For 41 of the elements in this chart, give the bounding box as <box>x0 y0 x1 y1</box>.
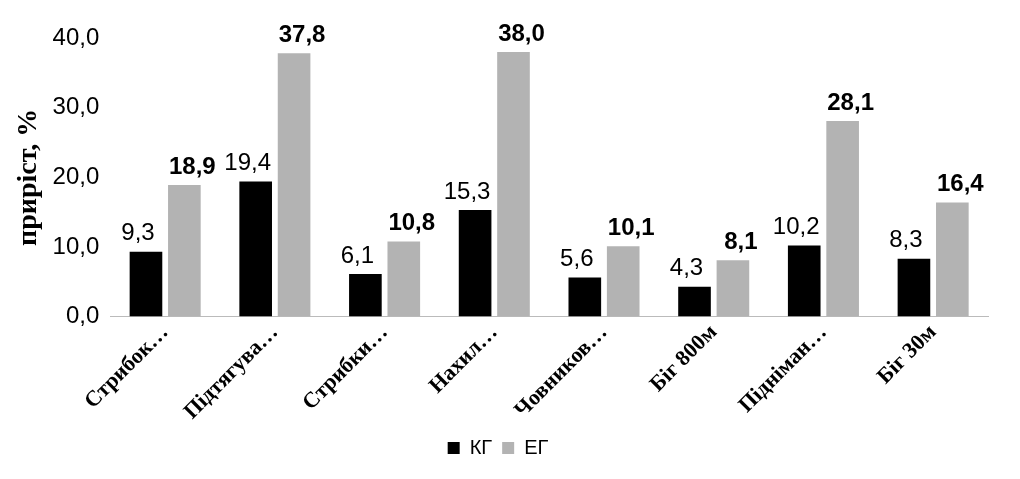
y-tick-label: 40,0 <box>52 22 100 50</box>
bar <box>787 245 821 317</box>
bar <box>606 246 640 317</box>
x-tick-label: Біг 30м <box>871 318 941 389</box>
data-label: 15,3 <box>443 176 491 204</box>
data-label: 37,8 <box>278 19 326 47</box>
data-label: 6,1 <box>340 240 375 268</box>
bar <box>277 53 311 317</box>
y-tick-label: 30,0 <box>52 92 100 120</box>
bar <box>168 184 201 317</box>
bar <box>349 274 382 317</box>
y-axis-title: приріст, % <box>11 108 43 246</box>
data-label: 10,1 <box>607 212 655 240</box>
y-tick-label: 0,0 <box>65 301 100 329</box>
data-label: 18,9 <box>169 151 216 179</box>
bar <box>458 210 492 317</box>
data-label: 16,4 <box>936 169 985 197</box>
data-label: 28,1 <box>827 87 874 115</box>
bar <box>129 251 163 317</box>
data-label: 9,3 <box>121 218 155 246</box>
y-tick-label: 20,0 <box>52 161 100 189</box>
data-label: 8,3 <box>889 225 923 253</box>
bar <box>826 120 859 317</box>
data-label: 10,2 <box>772 212 820 240</box>
bar <box>239 181 272 317</box>
legend-label: КГ <box>469 435 493 458</box>
legend-label: ЕГ <box>524 435 549 458</box>
bar <box>897 258 931 317</box>
bar <box>568 277 602 317</box>
data-label: 4,3 <box>669 253 704 281</box>
y-tick-label: 10,0 <box>52 231 100 259</box>
bar <box>497 51 530 317</box>
bar <box>387 241 421 317</box>
data-label: 10,8 <box>388 208 436 236</box>
bar <box>936 202 969 317</box>
data-label: 8,1 <box>724 226 758 254</box>
bar <box>716 260 750 317</box>
data-label: 19,4 <box>224 148 272 176</box>
data-label: 5,6 <box>560 244 594 272</box>
bar <box>678 286 711 317</box>
data-label: 38,0 <box>498 18 545 46</box>
